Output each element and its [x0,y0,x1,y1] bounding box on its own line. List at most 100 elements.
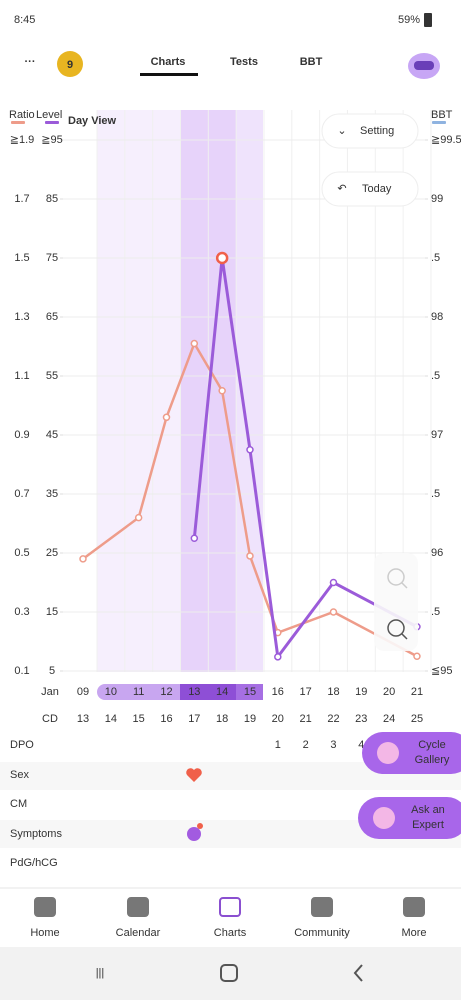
level-tick-label: 35 [46,488,58,500]
ratio-point [329,608,338,616]
ratio-tick-label: 1.5 [14,252,29,264]
nav-item[interactable]: Charts [214,927,247,939]
ratio-point [246,552,254,560]
day: 16 [272,686,284,698]
ratio-point [134,513,143,522]
level-point [246,446,254,454]
cycle-day: 16 [160,713,172,725]
cycle_gallery-icon [377,742,399,764]
cycle-day: 25 [411,713,423,725]
nav-icon[interactable] [403,897,425,917]
nav-icon[interactable] [311,897,333,917]
nav-icon[interactable] [127,897,149,917]
nav-item[interactable]: Calendar [116,927,161,939]
menu[interactable]: ··· [25,56,36,68]
ask_expert-text[interactable]: Expert [412,819,444,831]
cycle-day: 23 [355,713,367,725]
bbt-tick-label: 99 [431,193,443,205]
ratio-tick-label: 0.9 [14,429,29,441]
assistant-face [414,61,434,70]
cycle-day: 19 [244,713,256,725]
setting-text[interactable]: Setting [360,125,394,137]
time: 8:45 [14,14,35,26]
zoom-handle [401,633,408,640]
cycle-day: 17 [188,713,200,725]
day: 18 [327,686,339,698]
cycle-day: 13 [77,713,89,725]
cycle_gallery-text[interactable]: Cycle [418,739,446,751]
level-line [192,257,418,661]
ratio-key [11,121,25,124]
bbt-tick-label: ≦95 [431,665,452,677]
day: 13 [188,686,200,698]
tab[interactable]: Charts [151,56,186,68]
nav-item[interactable]: More [401,927,426,939]
axis-label: Ratio [9,109,35,121]
row-label: Symptoms [10,828,62,840]
bbt-key [432,121,446,124]
row-label: PdG/hCG [10,857,58,869]
bbt-tick-label: .5 [431,488,440,500]
setting-button[interactable] [321,113,419,149]
bbt-tick-label: 96 [431,547,443,559]
level-tick-label: 25 [46,547,58,559]
today-button[interactable] [321,171,419,207]
ratio-tick-label: 0.3 [14,606,29,618]
ratio-tick-label: ≧1.9 [10,134,35,146]
nav-item[interactable]: Home [30,927,59,939]
tab-underline [140,73,198,76]
cycle-day: 20 [272,713,284,725]
nav-icon[interactable] [219,897,241,917]
ask_expert-text[interactable]: Ask an [411,804,445,816]
ratio-tick-label: 1.1 [14,370,29,382]
zoom-handle [401,582,408,589]
ratio-point [190,339,199,348]
day: 11 [133,686,144,698]
row-label: DPO [10,739,34,751]
system-nav [0,947,461,1000]
ovulation-pill [236,684,263,700]
day: 17 [300,686,312,698]
symptom-dot [197,823,203,829]
bbt-tick-label: ≧99.5 [431,134,461,146]
dpo: 1 [275,739,281,751]
day: 14 [216,686,228,698]
level-tick-label: 75 [46,252,58,264]
day: 12 [160,686,172,698]
battery: 59% [398,14,420,26]
cycle-day: 22 [327,713,339,725]
ratio-tick-label: 0.7 [14,488,29,500]
level-tick-label: 65 [46,311,58,323]
tab[interactable]: Tests [230,56,258,68]
axis-label: Level [36,109,62,121]
month-label: Jan [41,686,59,698]
axis-label: BBT [431,109,453,121]
cycle_gallery-text[interactable]: Gallery [415,754,450,766]
level-tick-label: 45 [46,429,58,441]
nav-icon[interactable] [34,897,56,917]
ratio-tick-label: 1.3 [14,311,29,323]
recent-apps[interactable]: ||| [96,967,105,979]
zoom-out[interactable] [387,619,405,637]
badge-icon [57,51,83,77]
home-button[interactable] [220,964,238,982]
level-tick-label: 55 [46,370,58,382]
nav-item[interactable]: Community [294,927,350,939]
row-label: CM [10,798,27,810]
level-point [274,653,282,661]
ratio-point [218,387,226,395]
badge: 9 [67,59,73,71]
peak-pill [180,684,236,700]
today-text[interactable]: Today [362,183,392,195]
tab[interactable]: BBT [300,56,323,68]
zoom-in[interactable] [387,568,405,586]
bbt-tick-label: .5 [431,370,440,382]
cycle-day: 14 [105,713,117,725]
level-tick-label: 15 [46,606,58,618]
ratio-point [413,652,421,660]
ratio-tick-label: 0.5 [14,547,29,559]
ratio-tick-label: 1.7 [14,193,29,205]
ask_expert-icon [373,807,395,829]
cycle-day: 18 [216,713,228,725]
back-button[interactable] [353,964,363,982]
